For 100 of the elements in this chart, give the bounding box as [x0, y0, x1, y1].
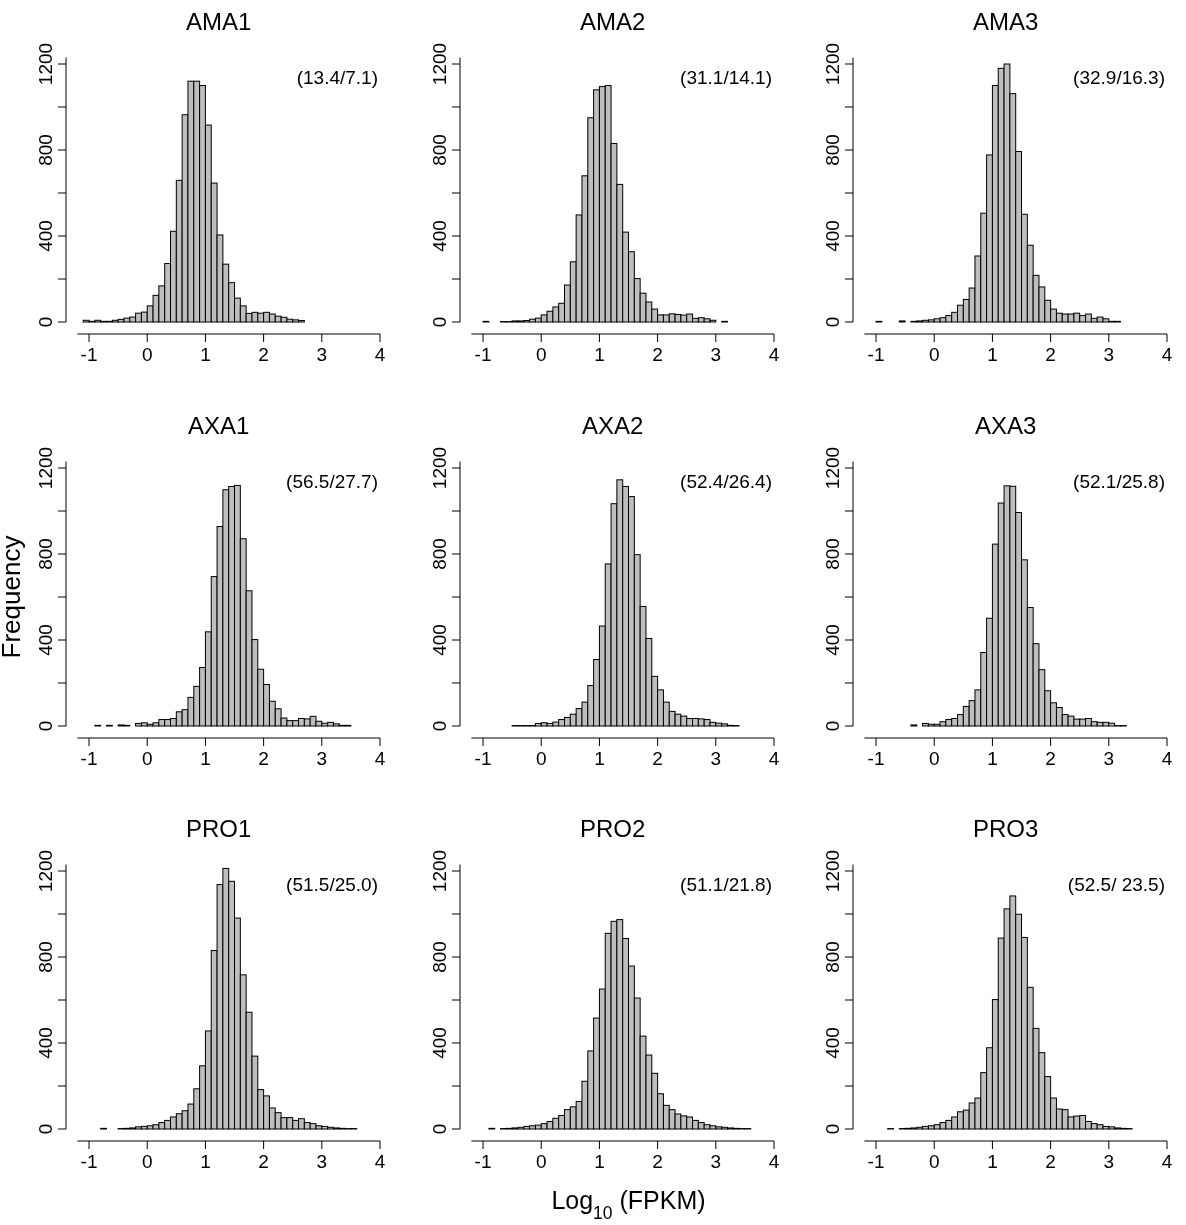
annotation: (32.9/16.3) [1073, 67, 1165, 88]
y-tick-label: 0 [35, 720, 56, 732]
x-tick-label: 4 [1161, 748, 1173, 769]
annotation: (13.4/7.1) [296, 67, 378, 88]
y-tick-label: 1200 [35, 446, 56, 490]
annotation: (52.4/26.4) [680, 471, 772, 492]
y-tick-label: 0 [822, 1123, 843, 1135]
y-tick-label: 0 [35, 1123, 56, 1135]
y-tick-label: 400 [35, 1027, 56, 1059]
x-tick-label: 0 [928, 344, 940, 365]
x-tick-label: 0 [535, 344, 547, 365]
y-tick-label: 400 [822, 220, 843, 252]
x-tick-label: -1 [474, 344, 492, 365]
y-tick-label: 0 [429, 1123, 450, 1135]
y-tick-label: 800 [822, 941, 843, 973]
y-tick-label: 800 [429, 941, 450, 973]
x-tick-label: 4 [374, 344, 386, 365]
x-tick-label: 4 [374, 1151, 386, 1172]
x-tick-label: 0 [928, 748, 940, 769]
chart-title: AMA2 [580, 8, 646, 35]
x-tick-label: 2 [258, 344, 269, 365]
x-tick-label: 3 [316, 344, 328, 365]
y-tick-label: 400 [35, 220, 56, 252]
y-tick-label: 1200 [35, 42, 56, 86]
x-tick-label: 0 [141, 1151, 153, 1172]
annotation: (52.1/25.8) [1073, 471, 1165, 492]
y-tick-label: 800 [35, 134, 56, 166]
x-tick-label: -1 [867, 1151, 885, 1172]
y-tick-label: 400 [35, 624, 56, 656]
x-tick-label: 4 [768, 748, 780, 769]
x-tick-label: 1 [594, 748, 605, 769]
x-tick-label: 1 [200, 344, 211, 365]
y-tick-label: 1200 [822, 42, 843, 86]
x-tick-label: 2 [258, 748, 269, 769]
x-tick-label: -1 [80, 344, 98, 365]
y-tick-label: 800 [429, 134, 450, 166]
chart-title: AXA3 [975, 412, 1037, 439]
x-tick-label: 3 [710, 1151, 722, 1172]
y-tick-label: 1200 [429, 849, 450, 893]
y-tick-label: 400 [429, 220, 450, 252]
y-tick-label: 1200 [429, 42, 450, 86]
annotation: (31.1/14.1) [680, 67, 772, 88]
x-tick-label: 2 [1045, 1151, 1056, 1172]
x-tick-label: -1 [474, 748, 492, 769]
x-tick-label: 4 [1161, 344, 1173, 365]
x-tick-label: 2 [1045, 344, 1056, 365]
chart-title: AMA3 [973, 8, 1039, 35]
x-tick-label: 2 [652, 1151, 663, 1172]
x-tick-label: 1 [594, 344, 605, 365]
x-axis-title: Log$_{10}$ (FPKM) [551, 1186, 706, 1223]
chart-title: PRO2 [580, 815, 646, 842]
y-tick-label: 0 [429, 316, 450, 328]
x-tick-label: 1 [594, 1151, 605, 1172]
y-tick-label: 400 [822, 1027, 843, 1059]
x-tick-label: 4 [768, 344, 780, 365]
y-tick-label: 1200 [822, 849, 843, 893]
x-tick-label: 3 [1103, 748, 1115, 769]
chart-title: PRO1 [186, 815, 252, 842]
y-tick-label: 1200 [822, 446, 843, 490]
x-tick-label: 3 [316, 748, 328, 769]
annotation: (52.5/ 23.5) [1067, 874, 1165, 895]
annotation: (56.5/27.7) [286, 471, 378, 492]
x-tick-label: 2 [652, 344, 663, 365]
y-tick-label: 1200 [429, 446, 450, 490]
y-tick-label: 400 [429, 624, 450, 656]
x-tick-label: -1 [867, 748, 885, 769]
x-tick-label: 4 [1161, 1151, 1173, 1172]
x-tick-label: 3 [1103, 344, 1115, 365]
x-tick-label: 1 [987, 748, 998, 769]
y-tick-label: 400 [822, 624, 843, 656]
x-tick-label: 3 [316, 1151, 328, 1172]
x-tick-label: 4 [768, 1151, 780, 1172]
x-tick-label: 0 [535, 748, 547, 769]
x-tick-label: -1 [867, 344, 885, 365]
x-tick-label: 3 [1103, 1151, 1115, 1172]
y-tick-label: 800 [429, 538, 450, 570]
chart-title: PRO3 [973, 815, 1039, 842]
x-tick-label: -1 [474, 1151, 492, 1172]
x-tick-label: 3 [710, 748, 722, 769]
y-tick-label: 0 [822, 720, 843, 732]
y-tick-label: 1200 [35, 849, 56, 893]
y-axis-title: Frequency [0, 535, 26, 659]
annotation: (51.1/21.8) [680, 874, 772, 895]
y-tick-label: 0 [822, 316, 843, 328]
x-tick-label: 1 [987, 344, 998, 365]
x-tick-label: 1 [987, 1151, 998, 1172]
x-tick-label: 0 [928, 1151, 940, 1172]
chart-title: AXA1 [188, 412, 250, 439]
x-tick-label: 1 [200, 1151, 211, 1172]
x-tick-label: 1 [200, 748, 211, 769]
x-tick-label: 0 [141, 748, 153, 769]
x-tick-label: 3 [710, 344, 722, 365]
x-tick-label: 2 [652, 748, 663, 769]
annotation: (51.5/25.0) [286, 874, 378, 895]
y-tick-label: 0 [35, 316, 56, 328]
chart-title: AMA1 [186, 8, 252, 35]
y-tick-label: 400 [429, 1027, 450, 1059]
x-tick-label: -1 [80, 748, 98, 769]
x-tick-label: 0 [141, 344, 153, 365]
y-tick-label: 800 [35, 941, 56, 973]
